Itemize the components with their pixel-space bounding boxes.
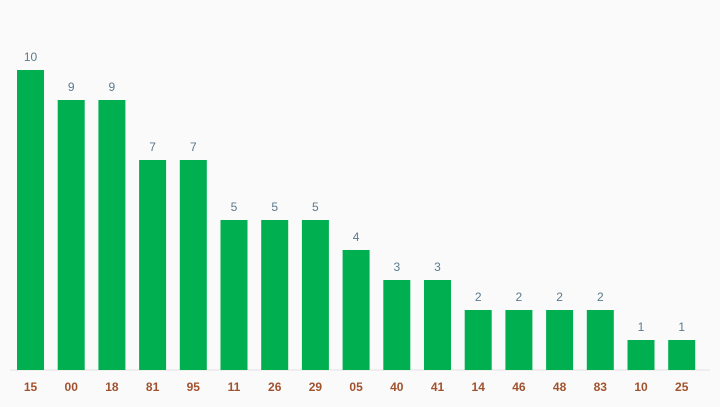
bar-11 (220, 220, 248, 370)
bar-41 (424, 280, 451, 370)
value-label-26: 5 (271, 200, 278, 214)
bar-40 (383, 280, 411, 370)
bars-group (17, 70, 696, 370)
x-tick-label-26: 26 (268, 380, 282, 394)
value-label-40: 3 (393, 260, 400, 274)
value-label-95: 7 (190, 140, 197, 154)
x-tick-label-25: 25 (675, 380, 689, 394)
value-label-10: 1 (638, 320, 645, 334)
bar-95 (179, 160, 207, 370)
x-tick-label-15: 15 (24, 380, 38, 394)
value-label-14: 2 (475, 290, 482, 304)
x-tick-label-29: 29 (309, 380, 323, 394)
value-label-46: 2 (516, 290, 523, 304)
bar-18 (98, 100, 126, 370)
x-tick-label-40: 40 (390, 380, 404, 394)
bar-83 (586, 310, 614, 370)
x-tick-label-95: 95 (187, 380, 201, 394)
value-label-15: 10 (24, 50, 38, 64)
x-tick-label-81: 81 (146, 380, 160, 394)
x-tick-label-83: 83 (594, 380, 608, 394)
x-tick-label-14: 14 (472, 380, 486, 394)
x-tick-label-46: 46 (512, 380, 526, 394)
bar-15 (17, 70, 44, 370)
bar-81 (139, 160, 167, 370)
value-label-11: 5 (231, 200, 238, 214)
value-label-48: 2 (556, 290, 563, 304)
bar-26 (261, 220, 289, 370)
x-tick-labels-group: 15 00 18 81 95 11 26 29 05 40 41 14 46 48 83 10 25 (24, 380, 689, 394)
value-label-18: 9 (109, 80, 116, 94)
bar-48 (546, 310, 574, 370)
value-label-41: 3 (434, 260, 441, 274)
value-label-25: 1 (678, 320, 685, 334)
x-tick-label-18: 18 (105, 380, 119, 394)
bar-14 (464, 310, 492, 370)
value-label-83: 2 (597, 290, 604, 304)
x-tick-label-00: 00 (65, 380, 79, 394)
value-labels-group: 10 9 9 7 7 5 5 5 4 3 3 2 2 2 2 1 1 (24, 50, 686, 334)
bar-10 (627, 340, 655, 370)
bar-29 (301, 220, 329, 370)
x-tick-label-11: 11 (228, 380, 241, 394)
value-label-29: 5 (312, 200, 319, 214)
x-tick-label-05: 05 (349, 380, 363, 394)
bar-05 (342, 250, 370, 370)
bar-00 (57, 100, 85, 370)
value-label-00: 9 (68, 80, 75, 94)
x-tick-label-41: 41 (431, 380, 445, 394)
bar-46 (505, 310, 533, 370)
value-label-05: 4 (353, 230, 360, 244)
x-tick-label-10: 10 (634, 380, 648, 394)
bar-25 (668, 340, 696, 370)
value-label-81: 7 (149, 140, 156, 154)
x-tick-label-48: 48 (553, 380, 567, 394)
